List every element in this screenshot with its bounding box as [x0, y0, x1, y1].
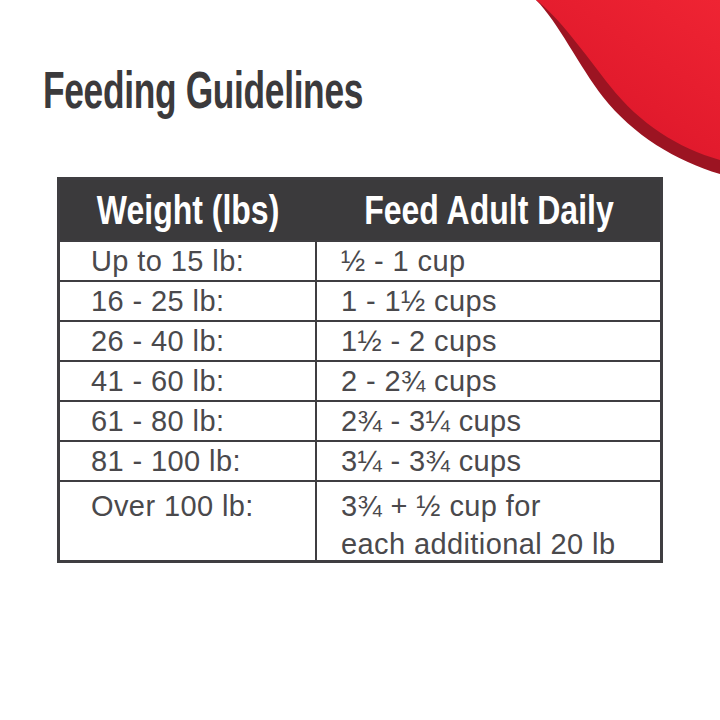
feed-cell: 3¼ - 3¾ cups	[317, 442, 660, 480]
table-row: 81 - 100 lb: 3¼ - 3¾ cups	[60, 440, 660, 480]
feed-cell: 2 - 2¾ cups	[317, 362, 660, 400]
table-row: 16 - 25 lb: 1 - 1½ cups	[60, 280, 660, 320]
table-row: 61 - 80 lb: 2¾ - 3¼ cups	[60, 400, 660, 440]
weight-cell: 41 - 60 lb:	[60, 362, 317, 400]
page-title: Feeding Guidelines	[43, 62, 514, 119]
table-row: Over 100 lb: 3¾ + ½ cup for each additio…	[60, 480, 660, 560]
weight-cell: 26 - 40 lb:	[60, 322, 317, 360]
red-swoosh-shadow	[536, 0, 720, 174]
weight-cell: Over 100 lb:	[60, 482, 317, 560]
feed-cell: ½ - 1 cup	[317, 242, 660, 280]
page-title-text: Feeding Guidelines	[43, 62, 363, 119]
table-header-row: Weight (lbs) Feed Adult Daily	[60, 180, 660, 240]
column-header-weight: Weight (lbs)	[60, 188, 317, 233]
weight-cell: 81 - 100 lb:	[60, 442, 317, 480]
table-row: 26 - 40 lb: 1½ - 2 cups	[60, 320, 660, 360]
table-row: Up to 15 lb: ½ - 1 cup	[60, 240, 660, 280]
feed-cell: 1 - 1½ cups	[317, 282, 660, 320]
table-row: 41 - 60 lb: 2 - 2¾ cups	[60, 360, 660, 400]
weight-cell: 16 - 25 lb:	[60, 282, 317, 320]
feed-cell: 1½ - 2 cups	[317, 322, 660, 360]
red-swoosh-shape	[536, 0, 720, 160]
weight-cell: Up to 15 lb:	[60, 242, 317, 280]
feeding-table: Weight (lbs) Feed Adult Daily Up to 15 l…	[57, 177, 663, 563]
feed-cell: 3¾ + ½ cup for each additional 20 lb	[317, 482, 660, 560]
feed-cell: 2¾ - 3¼ cups	[317, 402, 660, 440]
weight-cell: 61 - 80 lb:	[60, 402, 317, 440]
feeding-guidelines-panel: Feeding Guidelines Weight (lbs) Feed Adu…	[0, 0, 720, 720]
column-header-feed: Feed Adult Daily	[317, 188, 660, 233]
